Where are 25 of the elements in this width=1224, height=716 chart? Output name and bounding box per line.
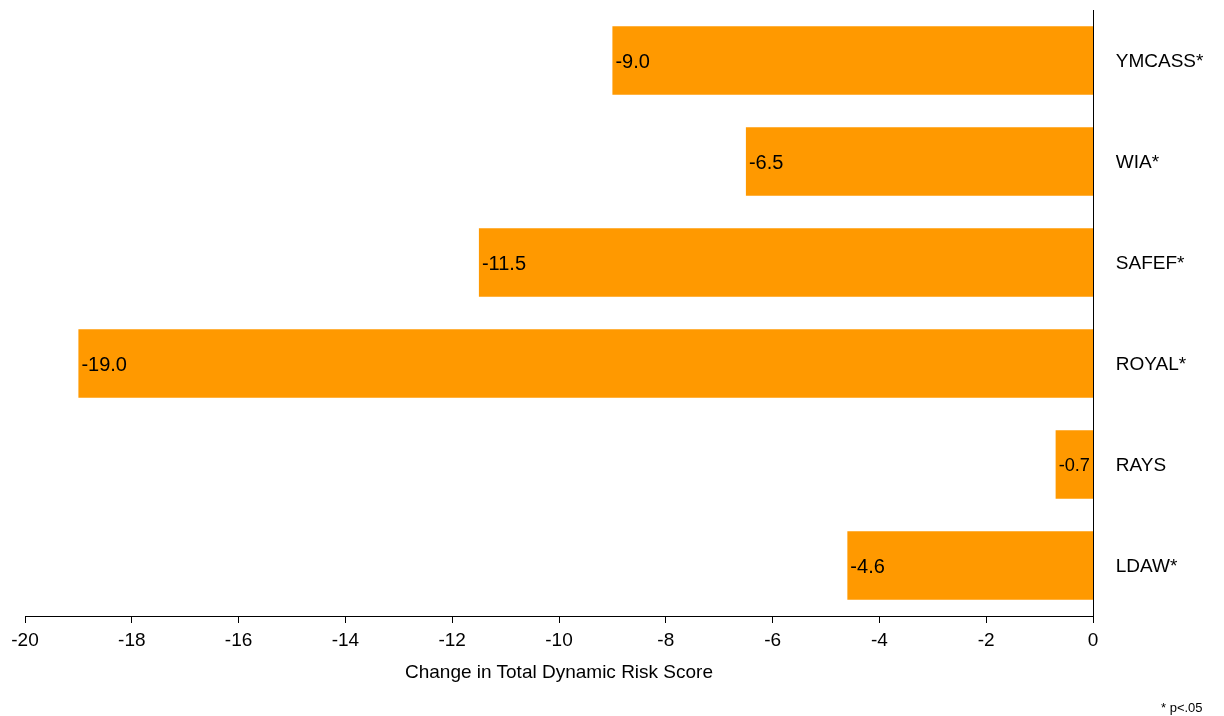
y-tick-label: ROYAL*: [1115, 353, 1187, 375]
data-label: -9.0: [615, 49, 650, 72]
x-tick-label: -6: [764, 628, 782, 650]
x-tick-label: 0: [1087, 628, 1099, 650]
data-label: -11.5: [481, 251, 527, 274]
y-tick-label: LDAW*: [1115, 555, 1178, 577]
x-tick-label: -20: [11, 628, 39, 650]
x-tick-label: -2: [977, 628, 995, 650]
y-tick-label: SAFEF*: [1115, 252, 1186, 274]
x-tick-label: -14: [331, 628, 360, 650]
y-tick-label: RAYS: [1115, 454, 1167, 476]
data-label: -0.7: [1058, 454, 1090, 475]
x-tick-label: -8: [657, 628, 675, 650]
data-label: -6.5: [748, 150, 784, 173]
x-tick-label: -16: [224, 628, 253, 650]
y-tick-label: YMCASS*: [1115, 50, 1205, 72]
x-tick-label: -4: [870, 628, 889, 650]
data-label: -19.0: [81, 352, 127, 375]
data-label: -4.6: [850, 554, 885, 577]
x-axis-title: Change in Total Dynamic Risk Score: [404, 660, 714, 682]
x-tick-label: -10: [545, 628, 573, 650]
y-tick-label: WIA*: [1115, 151, 1160, 173]
x-tick-label: -18: [118, 628, 146, 650]
text: * p<.05: [1161, 700, 1203, 715]
x-tick-label: -12: [438, 628, 466, 650]
